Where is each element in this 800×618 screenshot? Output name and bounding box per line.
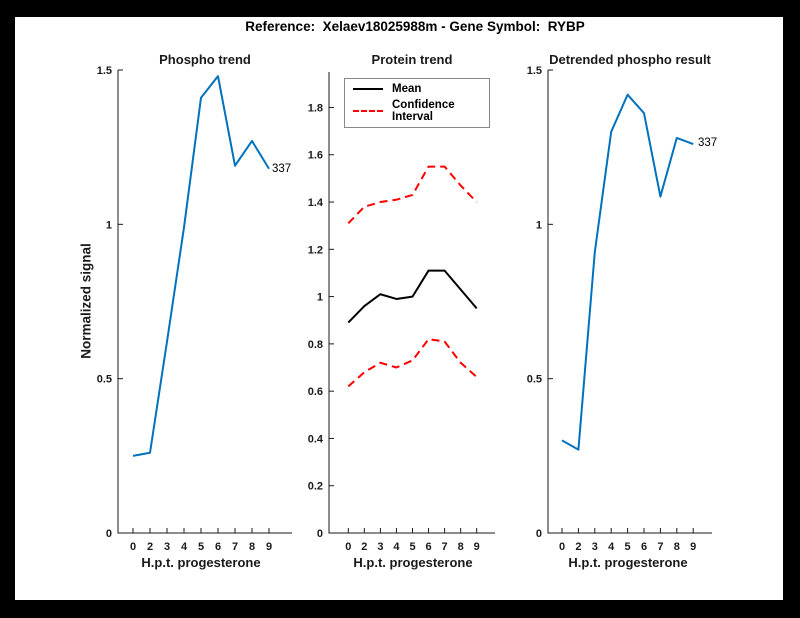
confidence-interval-line-sample-icon [353,110,383,112]
legend-label-confidence-interval: Confidence Interval [392,99,455,123]
y-tick-label: 0.5 [527,374,542,386]
legend-entry-mean: Mean [353,83,485,95]
x-tick-label: 0 [345,541,351,553]
subplot-1-x-label: H.p.t. progesterone [141,555,261,570]
legend-box: Mean Confidence Interval [344,78,490,128]
y-tick-label: 1 [536,219,542,231]
subplot-3: 00.511.50 2 3 4 5 6 7 8 9 [527,65,712,553]
subplot-2-title: Protein trend [371,52,453,67]
series-line-confidence-interval-lower [347,338,478,388]
legend-entry-confidence-interval: Confidence Interval [353,99,485,123]
y-tick-label: 0 [106,528,112,540]
axis-lines [117,70,292,534]
x-tick-label: 5 [625,541,631,553]
y-tick-label: 0.2 [308,481,323,493]
y-axis-label: Normalized signal [78,243,94,359]
subplot-1-line-annotation: 337 [272,163,292,175]
x-tick-label: 6 [425,541,431,553]
series-line-phospho-signal [132,75,270,457]
x-tick-label: 8 [458,541,464,553]
x-tick-label: 5 [409,541,415,553]
subplot-3-line-annotation: 337 [698,137,718,149]
subplot-2: 00.20.40.60.811.21.41.61.80 2 3 4 5 6 7 8 9 [308,72,495,553]
subplot-3-x-label: H.p.t. progesterone [568,555,688,570]
x-tick-label: 4 [393,541,400,553]
y-tick-label: 1.5 [527,65,542,77]
x-tick-label: 9 [266,541,272,553]
y-tick-label: 0 [317,528,323,540]
axis-lines [328,72,495,534]
series-line-mean [347,269,478,324]
x-tick-label: 8 [249,541,255,553]
subplot-1-title: Phospho trend [159,52,251,67]
x-tick-label: 6 [215,541,221,553]
x-tick-label: 0 [559,541,565,553]
figure-title: Reference: Xelaev18025988m - Gene Symbol… [245,19,585,34]
subplot-2-x-label: H.p.t. progesterone [353,555,473,570]
x-tick-label: 9 [690,541,696,553]
y-tick-label: 1.4 [308,197,324,209]
axis-lines [547,70,712,534]
y-tick-label: 1 [106,219,112,231]
y-tick-label: 1.8 [308,102,323,114]
x-tick-label: 2 [147,541,153,553]
x-tick-label: 0 [130,541,136,553]
y-tick-label: 0.8 [308,339,323,351]
y-tick-label: 0.6 [308,386,323,398]
x-tick-label: 9 [474,541,480,553]
y-tick-label: 0.4 [308,433,324,445]
x-tick-label: 5 [198,541,204,553]
x-tick-label: 6 [641,541,647,553]
x-tick-label: 2 [575,541,581,553]
x-tick-label: 7 [232,541,238,553]
y-tick-label: 0 [536,528,542,540]
x-tick-label: 7 [442,541,448,553]
subplot-3-title: Detrended phospho result [549,52,711,67]
legend-label-mean: Mean [392,83,422,95]
y-tick-label: 1.6 [308,150,323,162]
mean-line-sample-icon [353,88,383,90]
y-tick-label: 0.5 [97,374,112,386]
x-tick-label: 4 [608,541,615,553]
series-line-confidence-interval-upper [347,165,478,224]
x-tick-label: 3 [164,541,170,553]
subplot-1: 00.511.50 2 3 4 5 6 7 8 9 [97,65,292,553]
y-tick-label: 1.2 [308,244,323,256]
x-tick-label: 3 [377,541,383,553]
x-tick-label: 7 [657,541,663,553]
series-line-detrended-phospho [561,93,694,451]
x-tick-label: 4 [181,541,188,553]
x-tick-label: 3 [592,541,598,553]
x-tick-label: 2 [361,541,367,553]
y-tick-label: 1 [317,292,323,304]
y-tick-label: 1.5 [97,65,112,77]
x-tick-label: 8 [674,541,680,553]
